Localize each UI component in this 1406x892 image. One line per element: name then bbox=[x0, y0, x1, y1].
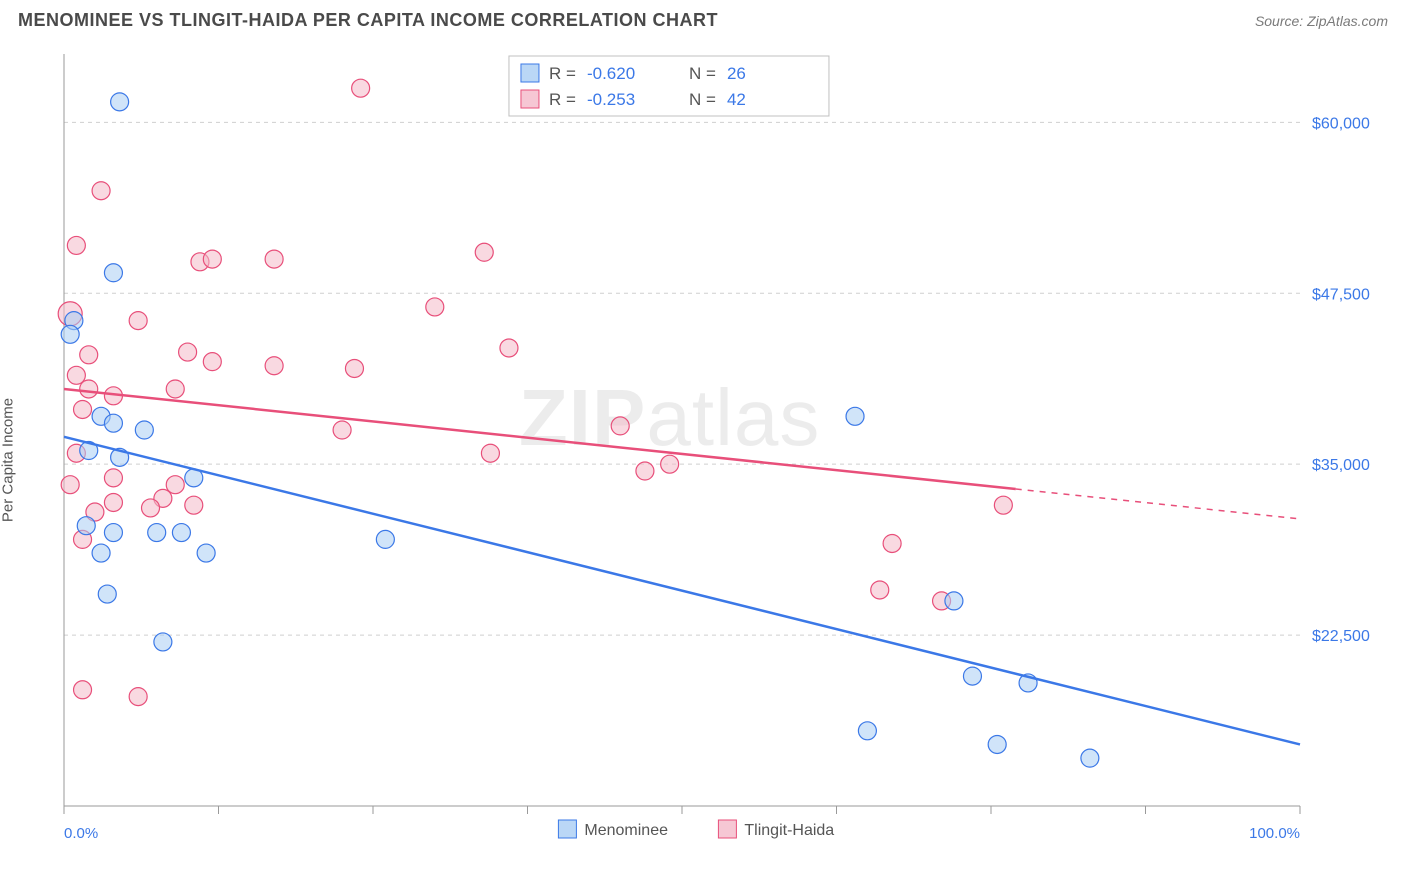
legend-swatch-tlingit bbox=[718, 820, 736, 838]
menominee-point bbox=[963, 667, 981, 685]
header-row: MENOMINEE VS TLINGIT-HAIDA PER CAPITA IN… bbox=[0, 0, 1406, 31]
legend-swatch-menominee bbox=[558, 820, 576, 838]
menominee-point bbox=[77, 517, 95, 535]
y-tick-label: $47,500 bbox=[1312, 286, 1370, 303]
tlingit-point bbox=[67, 236, 85, 254]
tlingit-point bbox=[265, 250, 283, 268]
n-label-1: N = bbox=[689, 64, 716, 83]
r-value-1: -0.620 bbox=[587, 64, 635, 83]
menominee-point bbox=[945, 592, 963, 610]
tlingit-point bbox=[104, 493, 122, 511]
menominee-point bbox=[197, 544, 215, 562]
n-label-2: N = bbox=[689, 90, 716, 109]
tlingit-point bbox=[80, 380, 98, 398]
menominee-point bbox=[1081, 749, 1099, 767]
tlingit-point bbox=[333, 421, 351, 439]
menominee-point bbox=[376, 530, 394, 548]
y-tick-label: $22,500 bbox=[1312, 628, 1370, 645]
menominee-trendline bbox=[64, 437, 1300, 745]
menominee-point bbox=[135, 421, 153, 439]
tlingit-point bbox=[661, 455, 679, 473]
tlingit-point bbox=[203, 250, 221, 268]
tlingit-point bbox=[345, 359, 363, 377]
menominee-point bbox=[104, 414, 122, 432]
x-max-label: 100.0% bbox=[1249, 825, 1300, 842]
tlingit-point bbox=[426, 298, 444, 316]
tlingit-point bbox=[185, 496, 203, 514]
tlingit-point bbox=[166, 380, 184, 398]
tlingit-trendline-dash bbox=[1016, 489, 1300, 519]
tlingit-point bbox=[994, 496, 1012, 514]
tlingit-point bbox=[481, 444, 499, 462]
tlingit-point bbox=[104, 469, 122, 487]
tlingit-swatch bbox=[521, 90, 539, 108]
r-label-1: R = bbox=[549, 64, 576, 83]
tlingit-point bbox=[129, 312, 147, 330]
y-axis-label: Per Capita Income bbox=[0, 398, 17, 522]
watermark: ZIPatlas bbox=[519, 373, 820, 462]
menominee-point bbox=[111, 93, 129, 111]
tlingit-point bbox=[203, 353, 221, 371]
menominee-point bbox=[172, 524, 190, 542]
legend-label-menominee: Menominee bbox=[584, 822, 668, 839]
tlingit-point bbox=[129, 688, 147, 706]
chart-title: MENOMINEE VS TLINGIT-HAIDA PER CAPITA IN… bbox=[18, 10, 718, 31]
tlingit-point bbox=[871, 581, 889, 599]
tlingit-point bbox=[61, 476, 79, 494]
menominee-point bbox=[148, 524, 166, 542]
x-min-label: 0.0% bbox=[64, 825, 98, 842]
tlingit-point bbox=[74, 681, 92, 699]
menominee-point bbox=[98, 585, 116, 603]
tlingit-point bbox=[636, 462, 654, 480]
tlingit-point bbox=[92, 182, 110, 200]
y-tick-label: $60,000 bbox=[1312, 115, 1370, 132]
tlingit-point bbox=[265, 357, 283, 375]
r-value-2: -0.253 bbox=[587, 90, 635, 109]
tlingit-point bbox=[475, 243, 493, 261]
menominee-point bbox=[858, 722, 876, 740]
scatter-plot: $22,500 $35,000 $47,500 $60,000 0.0% 100.0% ZI… bbox=[56, 46, 1386, 866]
legend-label-tlingit: Tlingit-Haida bbox=[744, 822, 834, 839]
menominee-point bbox=[154, 633, 172, 651]
tlingit-point bbox=[74, 400, 92, 418]
y-tick-label: $35,000 bbox=[1312, 457, 1370, 474]
tlingit-point bbox=[500, 339, 518, 357]
tlingit-point bbox=[883, 534, 901, 552]
tlingit-point bbox=[179, 343, 197, 361]
tlingit-point bbox=[352, 79, 370, 97]
r-label-2: R = bbox=[549, 90, 576, 109]
menominee-point bbox=[988, 735, 1006, 753]
tlingit-point bbox=[611, 417, 629, 435]
menominee-point bbox=[92, 544, 110, 562]
menominee-point bbox=[846, 407, 864, 425]
menominee-point bbox=[61, 325, 79, 343]
menominee-point bbox=[104, 524, 122, 542]
tlingit-point bbox=[80, 346, 98, 364]
tlingit-point bbox=[142, 499, 160, 517]
menominee-swatch bbox=[521, 64, 539, 82]
chart-area: Per Capita Income $22,500$35,000$47,500$… bbox=[18, 46, 1388, 874]
n-value-1: 26 bbox=[727, 64, 746, 83]
chart-container: { "title": "MENOMINEE VS TLINGIT-HAIDA P… bbox=[0, 0, 1406, 892]
n-value-2: 42 bbox=[727, 90, 746, 109]
menominee-point bbox=[104, 264, 122, 282]
source-label: Source: ZipAtlas.com bbox=[1255, 13, 1388, 29]
